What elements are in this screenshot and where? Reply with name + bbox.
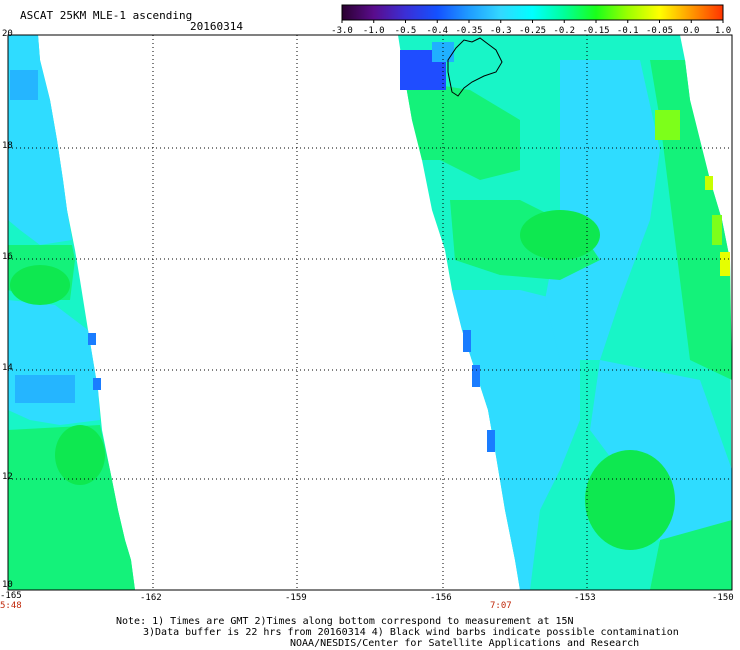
colorbar-tick-label: -1.0 [362,26,385,36]
lat-label-20: 20 [2,29,13,39]
right-cyan-center [545,60,660,360]
lat-label-18: 18 [2,141,13,151]
colorbar-tick-label: -0.2 [553,26,576,36]
right-lime-patch-2 [655,110,680,140]
colorbar-tick-label: -0.35 [455,26,483,36]
colorbar-tick-label: -0.25 [518,26,547,36]
right-lime-patch-1 [712,215,722,245]
left-blue-patch-3 [88,333,96,345]
lon-label-156: -156 [430,593,452,603]
right-green-blob-1 [520,210,600,260]
colorbar-tick-label: 0.0 [683,26,700,36]
left-green-2 [8,425,135,590]
footer-note-1: Note: 1) Times are GMT 2)Times along bot… [116,616,574,627]
left-green-4 [55,425,105,485]
lat-label-14: 14 [2,363,13,373]
map-date: 20160314 [190,20,243,33]
island-outline [447,37,503,97]
lat-label-10: 10 [2,580,13,590]
colorbar-gradient [341,4,724,21]
colorbar-tick-label: 1.0 [714,26,732,36]
lat-label-16: 16 [2,252,13,262]
swath-time-left: 5:48 [0,601,22,611]
lon-label-165: -165 [0,591,22,601]
colorbar-tick-label: -0.05 [645,26,674,36]
right-cyan-left [452,290,580,590]
right-yellow-patch-1 [705,176,713,190]
footer-note-2: 3)Data buffer is 22 hrs from 20160314 4)… [143,627,679,638]
right-yellow-patch-2 [720,252,730,276]
right-green-southeast [650,520,732,590]
right-blue-strip-3 [487,430,495,452]
left-green-3 [10,265,70,305]
right-blue-strip-1 [463,330,471,352]
lon-label-159: -159 [285,593,307,603]
left-blue-patch-4 [93,378,101,390]
colorbar [341,4,724,23]
colorbar-tick-label: -3.0 [331,26,353,36]
left-cyan-top [8,35,72,245]
footer-note-3: NOAA/NESDIS/Center for Satellite Applica… [290,638,640,649]
left-swath [8,35,135,590]
swath-time-right: 7:07 [490,601,512,611]
colorbar-tick-label: -0.3 [489,26,512,36]
colorbar-tick-label: -0.1 [616,26,639,36]
lon-label-153: -153 [574,593,596,603]
left-blue-patch-1 [10,70,38,100]
lon-label-150: -150 [712,593,734,603]
lon-label-162: -162 [140,593,162,603]
colorbar-tick-label: -0.5 [394,26,417,36]
left-blue-patch-2 [15,375,75,403]
right-green-blob-2 [585,450,675,550]
plot-frame [7,34,733,591]
colorbar-tick-label: -0.15 [582,26,610,36]
lat-label-12: 12 [2,472,13,482]
right-blue-strip-2 [472,365,480,387]
right-swath [398,35,732,590]
graticule [8,35,732,590]
right-green-top [405,80,520,180]
colorbar-tick-label: -0.4 [426,26,449,36]
map-title: ASCAT 25KM MLE-1 ascending [20,9,193,22]
